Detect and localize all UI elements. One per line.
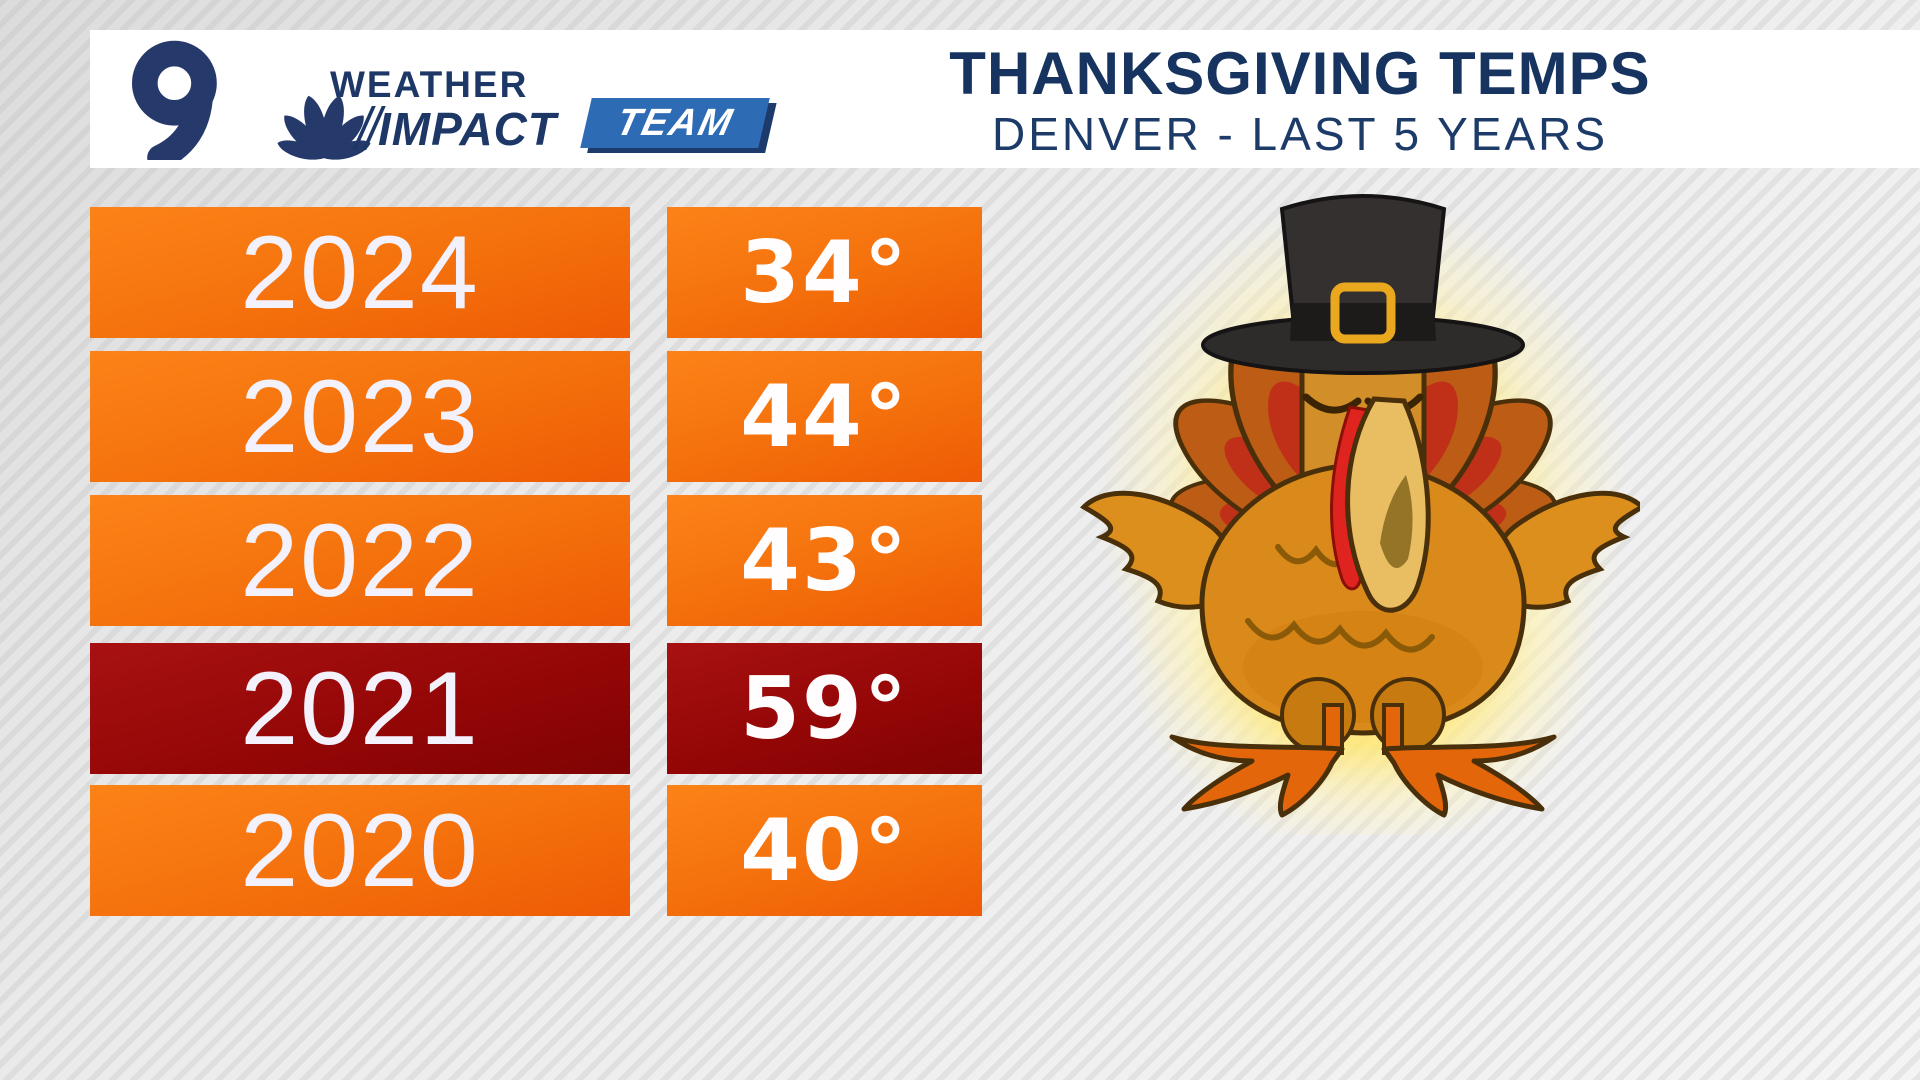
year-value: 2022 [240,502,480,619]
temp-value: 59° [740,658,909,759]
temp-value: 44° [740,366,909,467]
channel-9-logo-icon [132,40,217,160]
weather-impact-team-logo: WEATHER IMPACT TEAM [318,60,770,168]
table-row-year: 2023 [90,351,630,482]
table-row-temp: 34° [667,207,982,338]
year-value: 2021 [240,650,480,767]
table-row-temp: 40° [667,785,982,916]
logo-impact-label: IMPACT [378,103,557,155]
table-row-temp: 43° [667,495,982,626]
title-block: THANKSGIVING TEMPS DENVER - LAST 5 YEARS [920,42,1680,157]
table-row-year: 2022 [90,495,630,626]
header-bar: WEATHER IMPACT TEAM THANKSGIVING TEMPS D… [90,30,1920,168]
team-badge: TEAM [580,98,770,148]
year-value: 2020 [240,792,480,909]
temp-value: 43° [740,510,909,611]
table-row-year: 2020 [90,785,630,916]
year-value: 2023 [240,358,480,475]
team-badge-label: TEAM [612,101,738,144]
logo-weather-label: WEATHER [330,64,529,105]
nbc-peacock-icon [277,95,371,160]
table-row-temp-highlighted: 59° [667,643,982,774]
temp-value: 34° [740,222,909,323]
table-row-year: 2024 [90,207,630,338]
year-value: 2024 [240,214,480,331]
table-row-year-highlighted: 2021 [90,643,630,774]
pilgrim-turkey-illustration [1080,194,1640,835]
page-title: THANKSGIVING TEMPS [949,40,1651,107]
page-subtitle: DENVER - LAST 5 YEARS [991,108,1609,160]
temp-value: 40° [740,800,909,901]
table-row-temp: 44° [667,351,982,482]
